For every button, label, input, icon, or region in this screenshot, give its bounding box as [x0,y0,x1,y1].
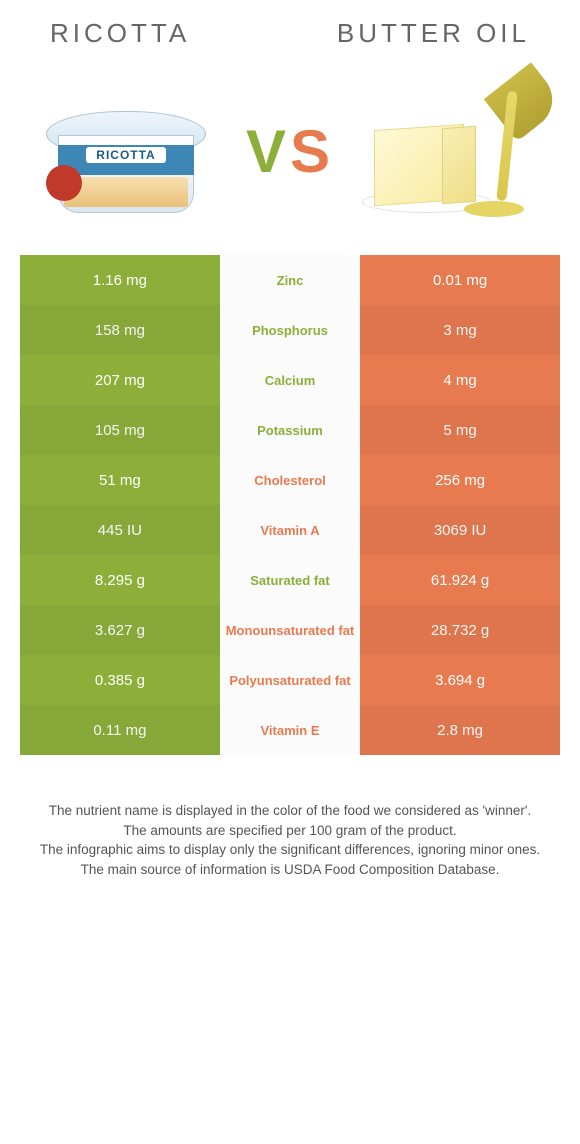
cell-nutrient: Monounsaturated fat [220,605,360,655]
comparison-table: 1.16 mgZinc0.01 mg158 mgPhosphorus3 mg20… [20,255,560,755]
cell-left-value: 445 IU [20,505,220,555]
table-row: 0.385 gPolyunsaturated fat3.694 g [20,655,560,705]
butter-oil-image [354,71,554,231]
cell-left-value: 3.627 g [20,605,220,655]
cell-nutrient: Zinc [220,255,360,305]
table-row: 158 mgPhosphorus3 mg [20,305,560,355]
title-left: RICOTTA [50,18,190,49]
cell-nutrient: Potassium [220,405,360,455]
cell-nutrient: Saturated fat [220,555,360,605]
cell-left-value: 0.385 g [20,655,220,705]
comparison-tbody: 1.16 mgZinc0.01 mg158 mgPhosphorus3 mg20… [20,255,560,755]
cell-right-value: 28.732 g [360,605,560,655]
table-row: 207 mgCalcium4 mg [20,355,560,405]
footnote-line: The nutrient name is displayed in the co… [30,801,550,821]
table-row: 8.295 gSaturated fat61.924 g [20,555,560,605]
footnote-line: The amounts are specified per 100 gram o… [30,821,550,841]
title-right: BUTTER OIL [337,18,530,49]
cell-nutrient: Phosphorus [220,305,360,355]
cell-right-value: 0.01 mg [360,255,560,305]
footnotes: The nutrient name is displayed in the co… [20,755,560,879]
cell-nutrient: Calcium [220,355,360,405]
table-row: 105 mgPotassium5 mg [20,405,560,455]
cell-right-value: 3 mg [360,305,560,355]
cell-left-value: 51 mg [20,455,220,505]
cell-right-value: 3.694 g [360,655,560,705]
vs-label: VS [246,117,334,186]
cell-right-value: 256 mg [360,455,560,505]
cell-right-value: 2.8 mg [360,705,560,755]
footnote-line: The main source of information is USDA F… [30,860,550,880]
table-row: 51 mgCholesterol256 mg [20,455,560,505]
ricotta-illustration: RICOTTA [36,81,216,221]
cell-nutrient: Vitamin E [220,705,360,755]
cell-left-value: 158 mg [20,305,220,355]
ricotta-image: RICOTTA [26,71,226,231]
hero-row: RICOTTA VS [20,55,560,255]
table-row: 0.11 mgVitamin E2.8 mg [20,705,560,755]
cell-left-value: 207 mg [20,355,220,405]
cell-right-value: 3069 IU [360,505,560,555]
table-row: 1.16 mgZinc0.01 mg [20,255,560,305]
page-container: RICOTTA BUTTER OIL RICOTTA VS [0,0,580,1144]
header: RICOTTA BUTTER OIL [20,18,560,55]
footnote-line: The infographic aims to display only the… [30,840,550,860]
cell-nutrient: Cholesterol [220,455,360,505]
cell-right-value: 61.924 g [360,555,560,605]
cell-left-value: 1.16 mg [20,255,220,305]
table-row: 445 IUVitamin A3069 IU [20,505,560,555]
cell-left-value: 105 mg [20,405,220,455]
cell-nutrient: Vitamin A [220,505,360,555]
cell-right-value: 5 mg [360,405,560,455]
vs-v: V [246,118,290,185]
ricotta-product-label: RICOTTA [86,147,166,163]
vs-s: S [290,118,334,185]
cell-left-value: 8.295 g [20,555,220,605]
table-row: 3.627 gMonounsaturated fat28.732 g [20,605,560,655]
butter-oil-illustration [354,71,554,231]
cell-nutrient: Polyunsaturated fat [220,655,360,705]
cell-right-value: 4 mg [360,355,560,405]
cell-left-value: 0.11 mg [20,705,220,755]
